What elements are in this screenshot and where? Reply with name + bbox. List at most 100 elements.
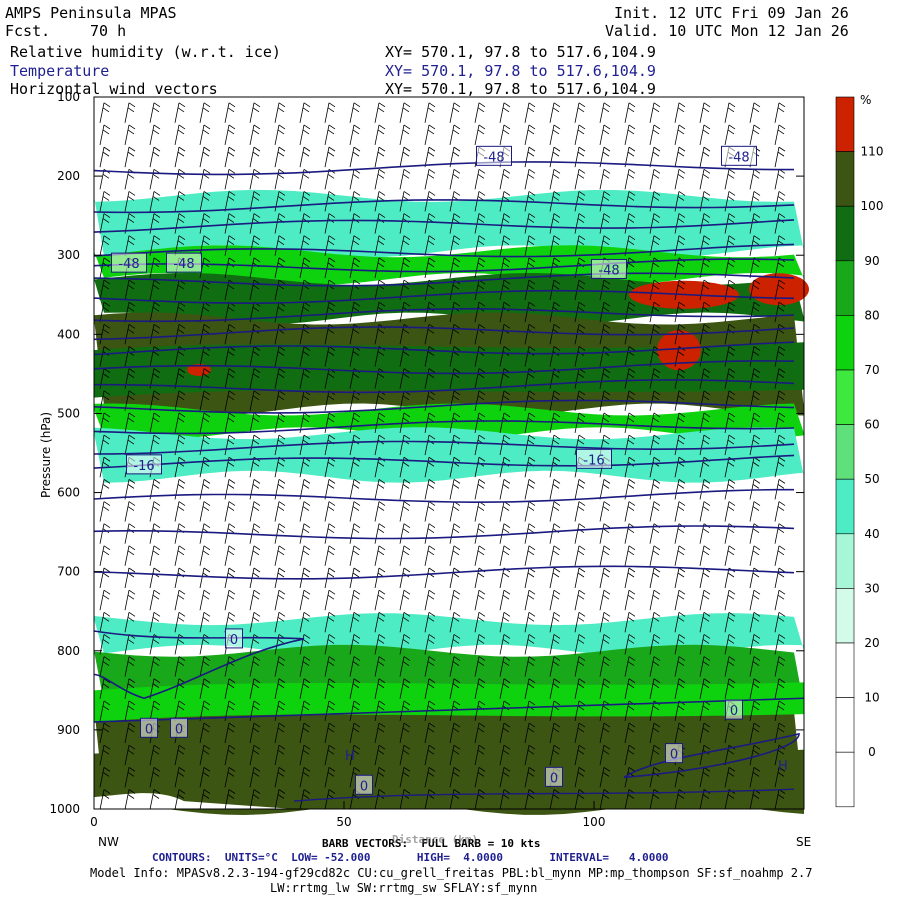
wind-barb [574, 700, 580, 721]
wind-barb [403, 589, 411, 595]
wind-barb [299, 346, 305, 367]
wind-barb [702, 218, 710, 223]
wind-barb [99, 545, 105, 566]
wind-barb [724, 501, 730, 522]
wind-barb [277, 306, 285, 312]
wind-barb [778, 324, 786, 329]
wind-barb [503, 324, 511, 329]
wind-barb [752, 240, 760, 246]
wind-barb [424, 213, 430, 234]
wind-barb [652, 107, 660, 113]
wind-barb [549, 102, 555, 123]
wind-barb [749, 789, 755, 810]
wind-barb [552, 395, 560, 401]
wind-barb [153, 767, 161, 772]
wind-barb [227, 107, 235, 113]
wind-barb [152, 506, 160, 511]
wind-barb [703, 191, 711, 196]
wind-barb [452, 107, 460, 113]
wind-barb [277, 173, 285, 179]
wind-barb [328, 722, 336, 728]
wind-barb [653, 124, 661, 130]
wind-barb [303, 412, 311, 418]
wind-barb [499, 412, 505, 434]
wind-barb [524, 612, 530, 633]
wind-barb [627, 661, 635, 666]
wind-barb [349, 590, 355, 611]
wind-barb [778, 146, 786, 152]
contour-label-box [355, 774, 373, 795]
wind-barb [302, 639, 310, 644]
wind-barb [328, 611, 336, 617]
wind-barb [502, 528, 510, 534]
wind-barb [303, 213, 311, 218]
wind-barb [652, 129, 660, 135]
wind-barb [149, 346, 155, 367]
wind-barb [474, 124, 480, 146]
wind-barb [128, 412, 136, 418]
wind-barb [503, 767, 511, 772]
wind-barb [99, 789, 105, 810]
wind-barb [202, 129, 210, 135]
wind-barb [424, 147, 430, 168]
wind-barb [478, 434, 486, 440]
wind-barb [327, 616, 335, 622]
wind-barb [778, 213, 786, 218]
wind-barb [349, 279, 355, 301]
wind-barb [253, 324, 261, 329]
wind-barb [278, 191, 286, 196]
wind-barb [424, 368, 430, 389]
wind-barb [724, 235, 730, 256]
plot-frame [93, 96, 805, 810]
wind-barb [602, 395, 610, 401]
wind-barb [753, 434, 761, 440]
wind-barb [452, 151, 460, 157]
wind-barb [453, 124, 461, 130]
wind-barb [753, 102, 761, 108]
wind-barb [224, 789, 230, 810]
wind-barb [528, 235, 536, 241]
wind-barb [502, 550, 510, 556]
wind-barb [124, 147, 130, 168]
wind-barb [749, 722, 755, 744]
wind-barb [174, 567, 180, 589]
wind-barb [577, 794, 585, 799]
wind-barb [524, 789, 530, 810]
wind-barb [277, 284, 285, 290]
wind-barb [353, 700, 361, 706]
wind-barb [353, 102, 361, 108]
wind-barb [128, 656, 136, 661]
wind-barb [603, 656, 611, 661]
wind-barb [503, 722, 511, 728]
wind-barb [653, 456, 661, 462]
wind-barb [228, 589, 236, 595]
contour-legend: CONTOURS: UNITS=°C LOW= -52.000 HIGH= 4.… [152, 851, 669, 864]
wind-barb [227, 550, 235, 556]
wind-barb [478, 545, 486, 551]
wind-barb [303, 434, 311, 440]
wind-barb [227, 727, 235, 733]
wind-barb [727, 351, 735, 356]
isotherm [94, 379, 795, 394]
wind-barb [177, 218, 185, 223]
wind-barb [124, 745, 130, 766]
wind-barb [649, 767, 655, 788]
wind-barb [727, 129, 735, 135]
wind-barb [177, 173, 185, 179]
wind-barb [653, 213, 661, 218]
wind-barb [403, 434, 411, 440]
init-time: Init. 12 UTC Fri 09 Jan 26 [614, 4, 849, 22]
forecast-hour: 70 h [90, 22, 127, 40]
wind-barb [577, 196, 585, 201]
wind-barb [328, 479, 336, 484]
wind-barb [174, 147, 180, 168]
wind-barb [174, 457, 180, 478]
wind-barb [353, 279, 361, 285]
wind-barb [353, 545, 361, 551]
wind-barb [202, 749, 210, 755]
wind-barb [778, 412, 786, 418]
wind-barb [549, 567, 555, 589]
wind-barb [227, 661, 235, 666]
wind-barb [527, 439, 535, 445]
wind-barb [249, 545, 255, 566]
